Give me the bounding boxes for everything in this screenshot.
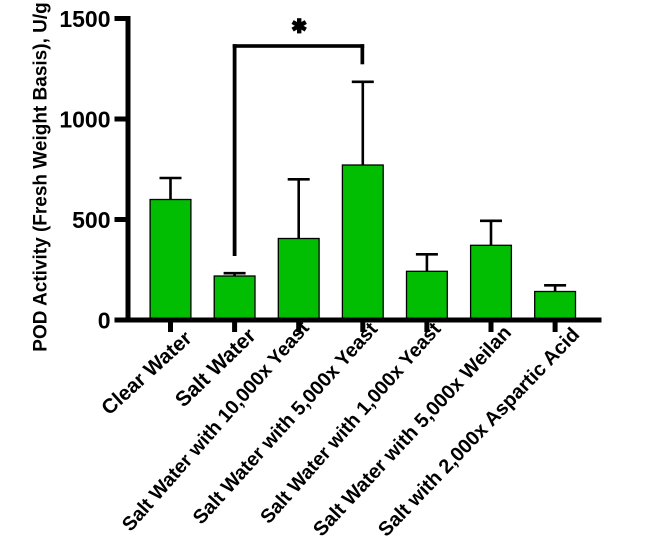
svg-text:500: 500 <box>72 207 110 233</box>
svg-text:POD Activity (Fresh Weight Bas: POD Activity (Fresh Weight Basis), U/g <box>31 2 52 351</box>
svg-text:1000: 1000 <box>59 106 110 132</box>
svg-text:0: 0 <box>98 307 111 333</box>
svg-text:1500: 1500 <box>59 6 110 32</box>
